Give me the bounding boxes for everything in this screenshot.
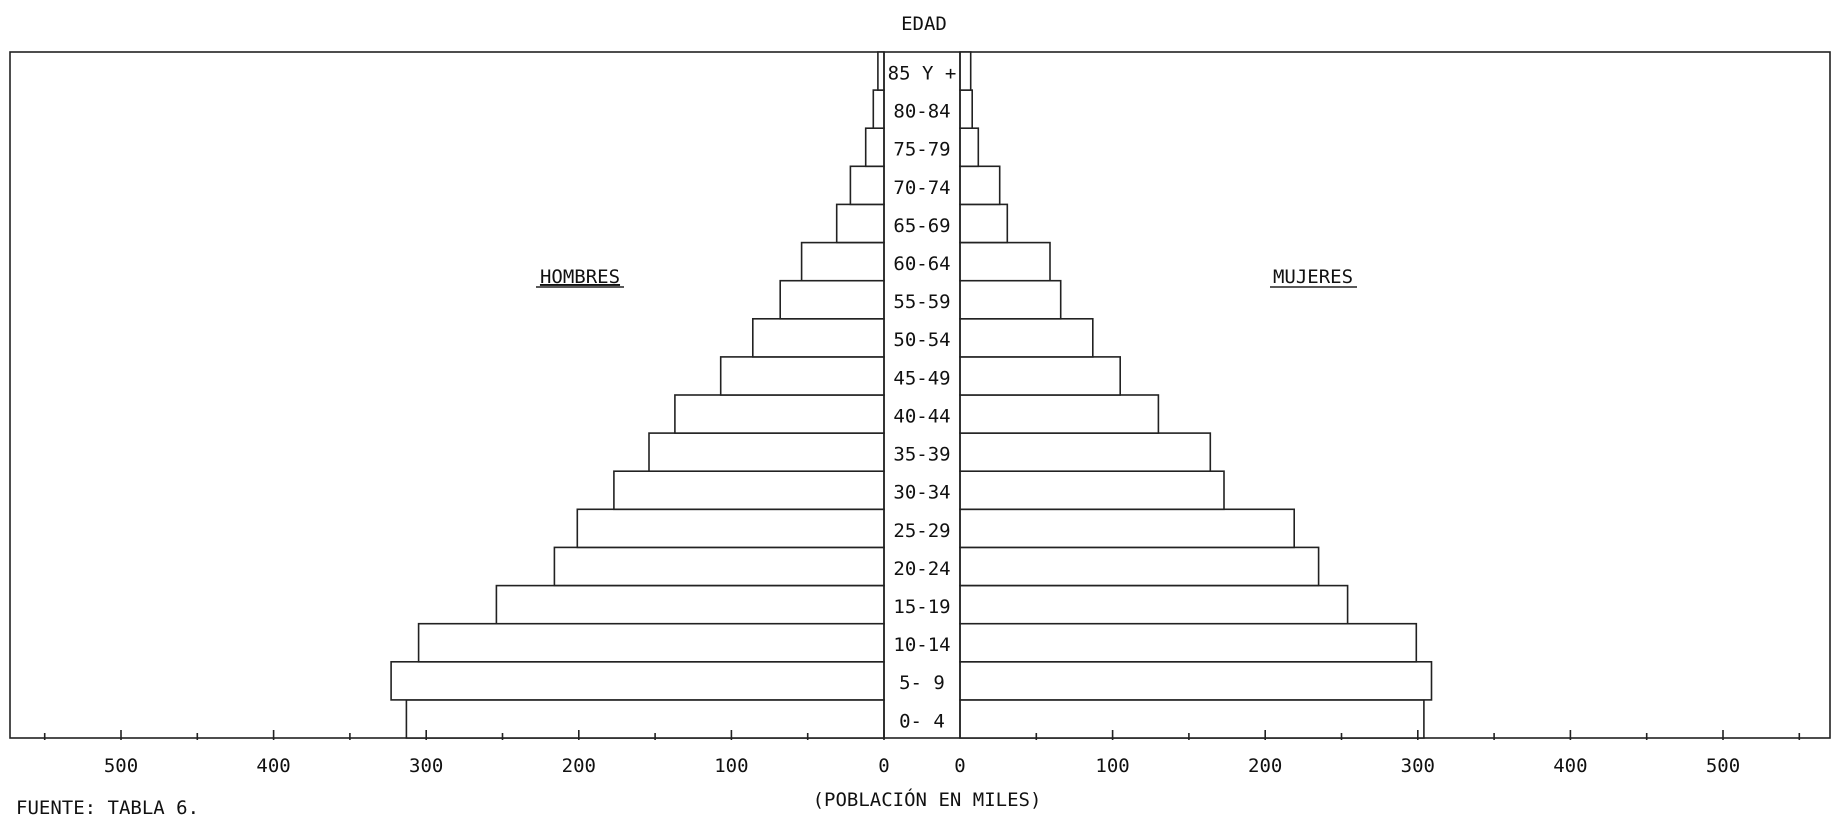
mujeres-bars [959,51,1433,739]
bar-mujeres-9 [959,356,1121,396]
source-note: FUENTE: TABLA 6. [16,797,199,819]
chart-title: EDAD [901,13,947,35]
tick-label-left-0: 500 [104,755,138,777]
tick-label-left-2: 300 [409,755,443,777]
age-label-11: 55-59 [893,291,950,313]
tick-label-left-1: 400 [256,755,290,777]
age-label-16: 80-84 [893,101,950,123]
bar-mujeres-5 [959,508,1296,549]
age-label-14: 70-74 [893,177,950,199]
tick-label-right-5: 0 [954,755,965,777]
age-label-12: 60-64 [893,253,950,275]
bar-hombres-1 [390,660,885,701]
tick-label-right-2: 300 [1401,755,1435,777]
bar-hombres-14 [849,165,885,206]
x-axis: 500 500 400 400 300 300 200 200 100 100 0 0 [43,730,1801,777]
age-label-8: 40-44 [893,405,950,427]
bar-mujeres-14 [959,165,1001,206]
bar-hombres-16 [872,89,885,129]
tick-label-right-3: 200 [1248,755,1282,777]
series-label-hombres: HOMBRES [540,266,620,288]
bar-hombres-8 [674,394,885,434]
bar-hombres-5 [576,508,885,549]
bar-mujeres-0 [959,699,1425,739]
bar-hombres-11 [779,279,885,320]
tick-label-right-0: 500 [1706,755,1740,777]
tick-label-left-5: 0 [878,755,889,777]
bar-mujeres-4 [959,546,1320,587]
bar-mujeres-8 [959,394,1160,434]
tick-label-right-1: 400 [1553,755,1587,777]
bar-hombres-2 [417,622,885,663]
bar-hombres-17 [877,51,885,91]
age-label-7: 35-39 [893,444,950,466]
bar-mujeres-1 [959,660,1433,701]
bar-hombres-12 [800,241,885,282]
hombres-bars [390,51,885,739]
age-label-6: 30-34 [893,482,950,504]
age-label-10: 50-54 [893,329,950,351]
bar-mujeres-12 [959,241,1051,282]
x-axis-title: (POBLACIÓN EN MILES) [813,787,1042,811]
bar-hombres-9 [719,356,885,396]
age-label-15: 75-79 [893,139,950,161]
age-label-3: 15-19 [893,596,950,618]
bar-mujeres-2 [959,622,1418,663]
bar-hombres-7 [648,432,885,473]
bar-mujeres-17 [959,51,972,91]
bar-mujeres-16 [959,89,973,129]
bar-hombres-15 [864,127,885,168]
tick-label-left-4: 100 [714,755,748,777]
bar-mujeres-11 [959,279,1062,320]
tick-label-right-4: 100 [1095,755,1129,777]
bar-hombres-3 [495,584,885,625]
age-label-4: 20-24 [893,558,950,580]
bar-hombres-10 [751,317,885,358]
age-label-2: 10-14 [893,634,950,656]
bar-mujeres-15 [959,127,980,168]
age-group-labels: 0- 4 5- 9 10-14 15-19 20-24 25-29 30-34 35-39 40… [888,62,957,732]
tick-label-left-3: 200 [562,755,596,777]
bar-hombres-13 [835,203,885,244]
age-label-5: 25-29 [893,520,950,542]
series-label-mujeres: MUJERES [1273,266,1353,288]
bar-hombres-4 [553,546,885,587]
age-label-13: 65-69 [893,215,950,237]
plot-frame [9,51,1831,739]
age-label-17: 85 Y + [888,62,957,84]
age-label-1: 5- 9 [899,672,945,694]
age-label-0: 0- 4 [899,710,945,732]
bar-hombres-0 [405,699,885,739]
bar-mujeres-10 [959,317,1094,358]
bar-mujeres-6 [959,470,1225,511]
bar-mujeres-3 [959,584,1349,625]
bar-hombres-6 [613,470,885,511]
bar-mujeres-7 [959,432,1212,473]
age-label-9: 45-49 [893,367,950,389]
bar-mujeres-13 [959,203,1009,244]
